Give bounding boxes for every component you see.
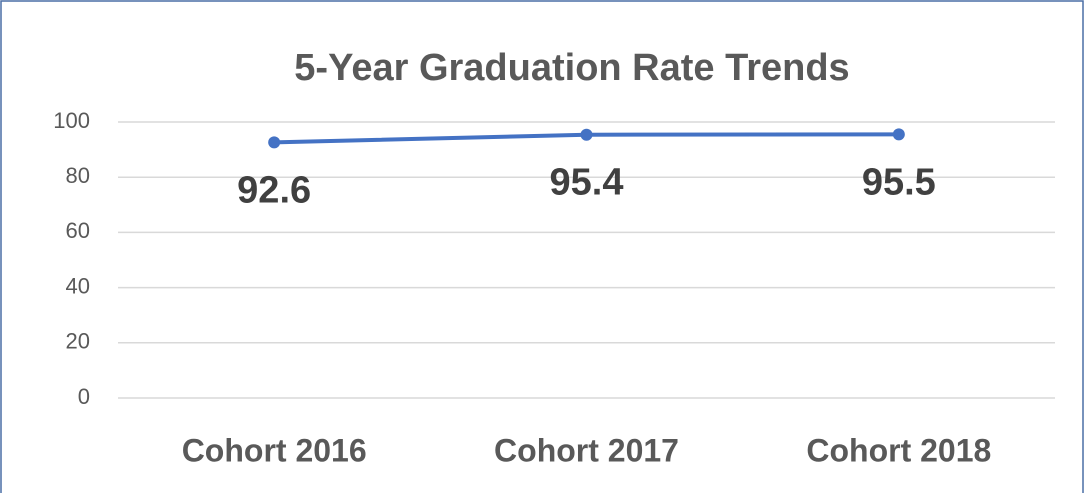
x-tick-label: Cohort 2017 bbox=[494, 432, 679, 468]
data-point bbox=[892, 128, 905, 141]
y-tick-label: 0 bbox=[78, 384, 90, 409]
y-tick-label: 80 bbox=[66, 163, 90, 188]
data-point bbox=[580, 128, 593, 141]
y-tick-label: 60 bbox=[66, 218, 90, 243]
data-label: 92.6 bbox=[237, 169, 311, 211]
x-tick-label: Cohort 2016 bbox=[182, 432, 367, 468]
chart-title: 5-Year Graduation Rate Trends bbox=[294, 47, 849, 89]
y-tick-label: 100 bbox=[53, 108, 90, 133]
data-point bbox=[268, 136, 281, 149]
y-tick-label: 40 bbox=[66, 273, 90, 298]
data-label: 95.5 bbox=[862, 161, 936, 203]
x-tick-label: Cohort 2018 bbox=[806, 432, 991, 468]
y-tick-label: 20 bbox=[66, 329, 90, 354]
data-label: 95.4 bbox=[550, 162, 624, 204]
